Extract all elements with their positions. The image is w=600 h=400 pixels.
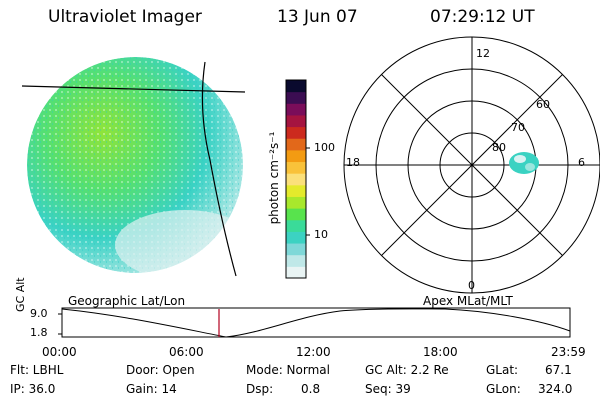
earth-disk-image	[27, 57, 243, 273]
colorbar-segment	[286, 184, 306, 197]
colorbar-segment	[286, 173, 306, 186]
mlt-label-top: 12	[476, 47, 490, 60]
gc-alt-info: GC Alt: 2.2 Re	[365, 363, 449, 377]
date-label: 13 Jun 07	[277, 7, 358, 27]
timeline-y-label: GC Alt	[14, 277, 27, 312]
colorbar-segment	[286, 266, 306, 279]
colorbar-tick-label-10: 10	[314, 228, 328, 241]
mlat-label-70: 70	[511, 121, 525, 134]
colorbar-segment	[286, 254, 306, 267]
timeline-ytick-low: 1.8	[30, 326, 48, 339]
timeline-xtick-1800: 18:00	[423, 345, 458, 359]
colorbar-unit-label: photon cm⁻²s⁻¹	[267, 131, 281, 225]
longitude-line	[201, 61, 237, 277]
latitude-line	[21, 85, 246, 93]
colorbar-segment	[286, 149, 306, 163]
colorbar-segment	[286, 243, 306, 256]
mlt-label-right: 6	[578, 156, 585, 169]
timeline-ytick-high: 9.0	[30, 307, 48, 320]
instrument-title: Ultraviolet Imager	[48, 7, 202, 27]
ip-info: IP: 36.0	[10, 382, 56, 396]
colorbar-segment	[286, 161, 306, 174]
colorbar-segment	[286, 196, 306, 209]
colorbar-segment	[286, 219, 306, 232]
mode-info: Mode: Normal	[246, 363, 330, 377]
filter-info: Flt: LBHL	[10, 363, 64, 377]
colorbar-tick-label-100: 100	[314, 141, 335, 154]
glon-value: 324.0	[538, 382, 573, 396]
colorbar-segment	[286, 103, 306, 116]
gain-info: Gain: 14	[126, 382, 177, 396]
colorbar-segment	[286, 138, 306, 151]
colorbar-segment	[286, 208, 306, 221]
geo-panel-label: Geographic Lat/Lon	[68, 294, 186, 308]
glat-value: 67.1	[545, 363, 572, 377]
mlat-label-80: 80	[492, 141, 506, 154]
mlat-label-60: 60	[536, 98, 550, 111]
colorbar-segment	[286, 114, 306, 128]
colorbar-segment	[286, 80, 306, 93]
timeline-xtick-0600: 06:00	[169, 345, 204, 359]
time-label: 07:29:12 UT	[430, 7, 535, 27]
seq-info: Seq: 39	[365, 382, 411, 396]
dsp-label: Dsp:	[246, 382, 274, 396]
glon-label: GLon:	[486, 382, 521, 396]
mlt-label-bottom: 0	[468, 279, 475, 292]
altitude-curve	[61, 308, 571, 338]
door-info: Door: Open	[126, 363, 195, 377]
polar-ring-outer	[343, 36, 600, 294]
glat-label: GLat:	[486, 363, 519, 377]
colorbar-segment	[286, 91, 306, 104]
colorbar-segment	[286, 126, 306, 139]
timeline-xtick-1200: 12:00	[296, 345, 331, 359]
dsp-value: 0.8	[301, 382, 321, 396]
timeline-xtick-2359: 23:59	[551, 345, 586, 359]
mlt-label-left: 18	[346, 156, 360, 169]
colorbar-segment	[286, 231, 306, 244]
timeline-xtick-0000: 00:00	[42, 345, 77, 359]
polar-panel-label: Apex MLat/MLT	[423, 294, 513, 308]
auroral-spot	[509, 152, 539, 174]
